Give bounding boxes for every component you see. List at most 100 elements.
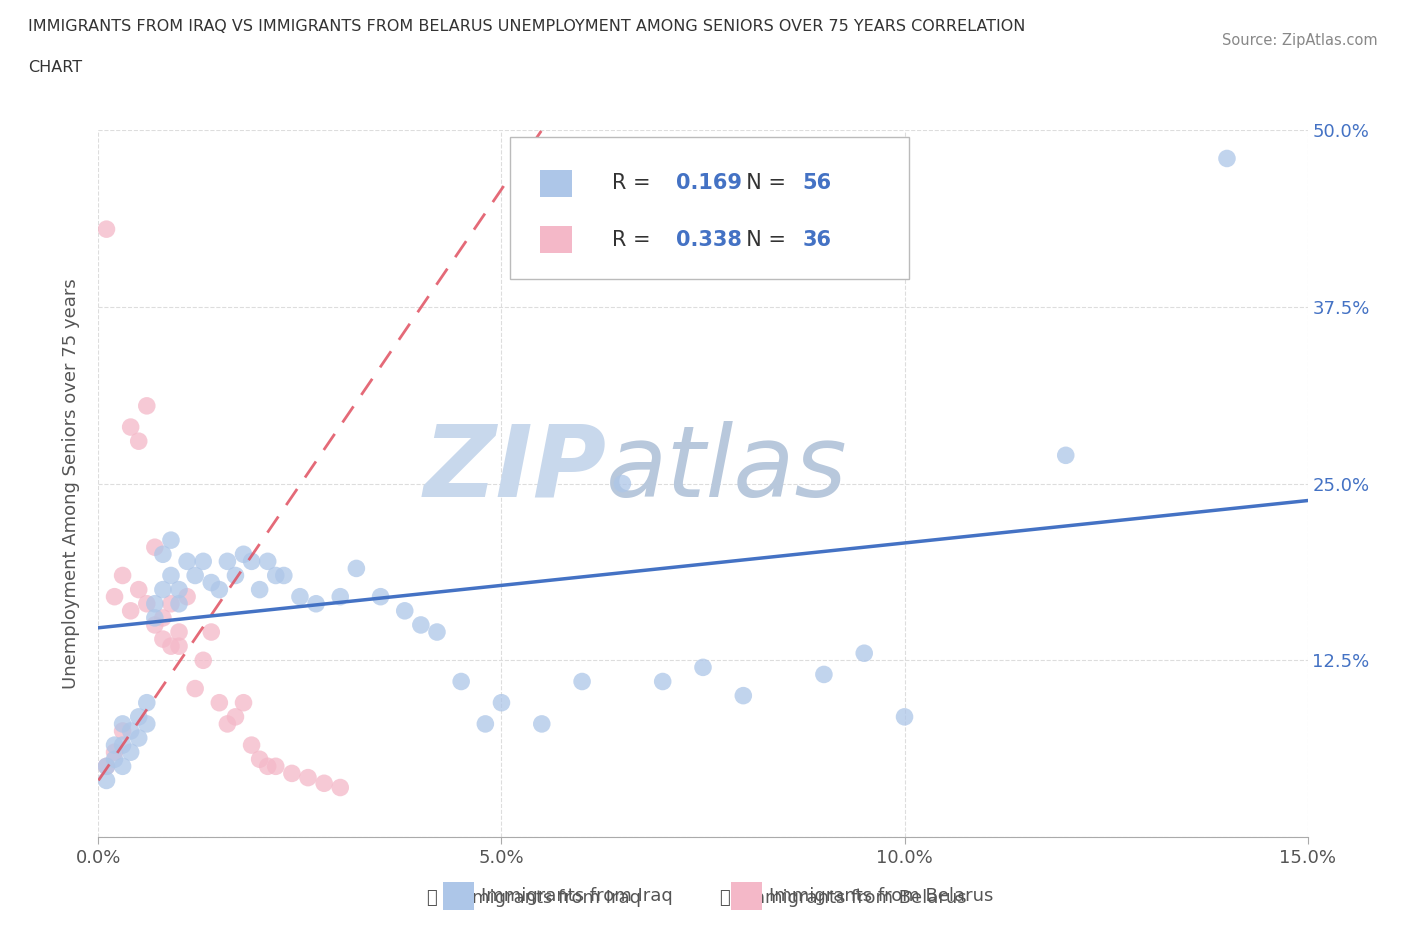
Point — [370, 590, 392, 604]
Point — [167, 639, 190, 654]
Point — [160, 568, 183, 583]
Point — [813, 667, 835, 682]
Bar — [731, 882, 762, 910]
Text: 36: 36 — [803, 230, 831, 250]
Point — [120, 419, 142, 434]
Point — [184, 568, 207, 583]
Point — [314, 776, 336, 790]
Point — [128, 433, 150, 448]
Point — [135, 696, 157, 711]
Bar — [540, 170, 572, 196]
Point — [305, 596, 328, 611]
Point — [853, 645, 876, 660]
Point — [135, 596, 157, 611]
Point — [152, 547, 174, 562]
Point — [143, 618, 166, 632]
Point — [167, 596, 190, 611]
Point — [128, 582, 150, 597]
Point — [450, 674, 472, 689]
Text: Source: ZipAtlas.com: Source: ZipAtlas.com — [1222, 33, 1378, 47]
Point — [256, 759, 278, 774]
Point — [128, 731, 150, 746]
Point — [120, 604, 142, 618]
Point — [143, 610, 166, 625]
Point — [232, 547, 254, 562]
Point — [96, 773, 118, 788]
Text: ZIP: ZIP — [423, 421, 606, 518]
Point — [160, 533, 183, 548]
Point — [893, 710, 915, 724]
Point — [208, 582, 231, 597]
Point — [152, 610, 174, 625]
Point — [103, 737, 125, 752]
Point — [240, 737, 263, 752]
Point — [329, 780, 352, 795]
Point — [1216, 151, 1239, 166]
Point — [184, 681, 207, 696]
Point — [143, 539, 166, 554]
Point — [273, 568, 295, 583]
Point — [474, 716, 496, 731]
Point — [264, 759, 287, 774]
Text: atlas: atlas — [606, 421, 848, 518]
Point — [256, 554, 278, 569]
Point — [249, 582, 271, 597]
Point — [651, 674, 673, 689]
Point — [96, 759, 118, 774]
Point — [200, 625, 222, 640]
Text: 0.338: 0.338 — [676, 230, 742, 250]
Point — [152, 631, 174, 646]
Point — [193, 554, 215, 569]
Text: 0.169: 0.169 — [676, 173, 742, 193]
Point — [217, 554, 239, 569]
Point — [176, 554, 198, 569]
Bar — [540, 226, 572, 253]
Text: CHART: CHART — [28, 60, 82, 75]
Point — [733, 688, 755, 703]
Point — [612, 476, 634, 491]
Point — [329, 590, 352, 604]
Point — [96, 759, 118, 774]
Point — [249, 751, 271, 766]
Point — [264, 568, 287, 583]
Point — [111, 759, 134, 774]
Point — [491, 696, 513, 711]
Point — [120, 724, 142, 738]
Point — [143, 596, 166, 611]
Point — [1054, 448, 1077, 463]
Point — [160, 639, 183, 654]
Point — [208, 696, 231, 711]
Point — [167, 625, 190, 640]
Text: ⬜  Immigrants from Belarus: ⬜ Immigrants from Belarus — [720, 889, 967, 907]
Point — [232, 696, 254, 711]
Point — [111, 724, 134, 738]
Point — [160, 596, 183, 611]
Point — [288, 590, 311, 604]
FancyBboxPatch shape — [509, 138, 908, 279]
Point — [240, 554, 263, 569]
Point — [692, 660, 714, 675]
Point — [128, 710, 150, 724]
Point — [394, 604, 416, 618]
Point — [111, 716, 134, 731]
Text: IMMIGRANTS FROM IRAQ VS IMMIGRANTS FROM BELARUS UNEMPLOYMENT AMONG SENIORS OVER : IMMIGRANTS FROM IRAQ VS IMMIGRANTS FROM … — [28, 19, 1025, 33]
Text: N =: N = — [734, 173, 793, 193]
Point — [224, 710, 246, 724]
Bar — [443, 882, 474, 910]
Point — [135, 716, 157, 731]
Point — [224, 568, 246, 583]
Point — [297, 770, 319, 785]
Point — [176, 590, 198, 604]
Point — [103, 751, 125, 766]
Y-axis label: Unemployment Among Seniors over 75 years: Unemployment Among Seniors over 75 years — [62, 278, 80, 689]
Point — [96, 221, 118, 236]
Point — [571, 674, 593, 689]
Text: R =: R = — [613, 173, 658, 193]
Point — [281, 766, 304, 781]
Point — [167, 582, 190, 597]
Text: Immigrants from Belarus: Immigrants from Belarus — [769, 886, 994, 905]
Point — [217, 716, 239, 731]
Point — [193, 653, 215, 668]
Point — [200, 575, 222, 590]
Point — [103, 590, 125, 604]
